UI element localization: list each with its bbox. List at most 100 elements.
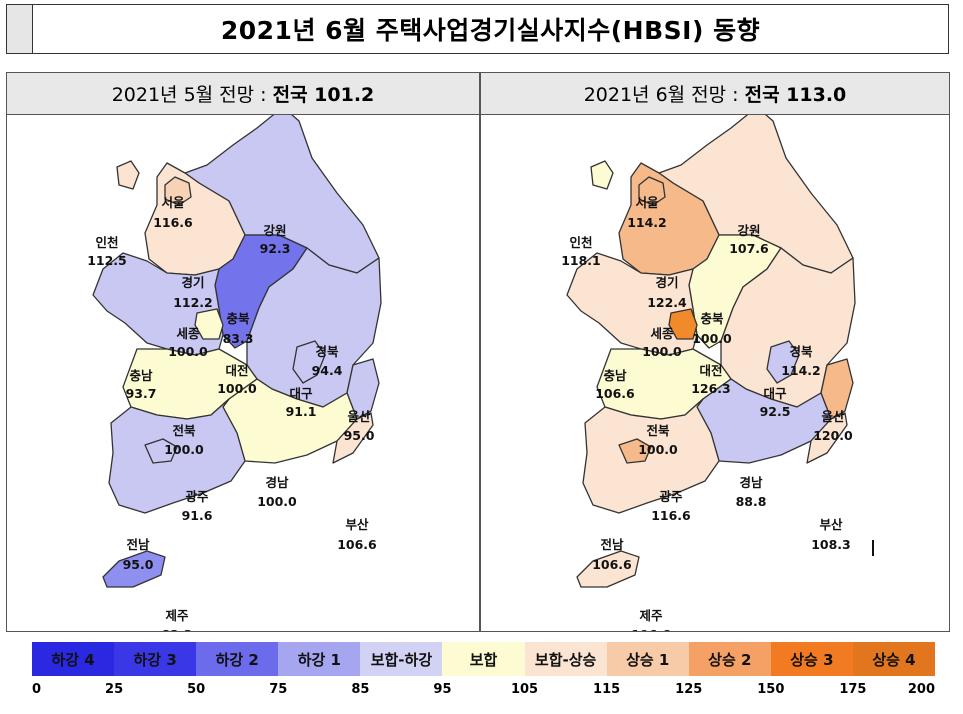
region-value-seoul: 114.2: [627, 215, 667, 230]
region-name-incheon: 인천: [569, 235, 592, 250]
region-name-jeonnam: 전남: [126, 537, 150, 552]
region-daegu[interactable]: [292, 340, 326, 384]
region-busan[interactable]: [332, 412, 374, 464]
region-name-daegu: 대구: [763, 386, 787, 401]
legend-cell: 보합-상승: [524, 642, 607, 676]
panel-header-national: 전국 113.0: [744, 84, 847, 106]
region-daegu[interactable]: [766, 340, 800, 384]
legend-cell: 상승 1: [606, 642, 689, 676]
panel-header-national: 전국 101.2: [272, 84, 375, 106]
region-value-gyeonggi: 112.2: [173, 295, 213, 310]
region-value-jeju: 106.6: [631, 627, 671, 631]
map-panel-may: 2021년 5월 전망 : 전국 101.2 서울 116.6 인천 112.5 경기 1…: [6, 72, 480, 632]
legend-cell: 하강 4: [32, 642, 115, 676]
region-jeju[interactable]: [102, 550, 166, 588]
text-cursor: [872, 540, 874, 556]
region-value-gwangju: 116.6: [651, 508, 691, 523]
legend-tick: 115: [593, 682, 621, 697]
panel-header-prefix: 2021년 6월 전망 :: [583, 84, 739, 106]
region-gwangju[interactable]: [144, 438, 178, 464]
map-june: 서울 114.2 인천 118.1 경기 122.4 강원 107.6 충북 100.0 세종 100…: [561, 115, 856, 631]
region-name-daejeon: 대전: [699, 363, 722, 378]
region-value-chungnam: 106.6: [595, 386, 635, 401]
region-value-ulsan: 95.0: [344, 428, 375, 443]
region-chungnam[interactable]: [92, 252, 224, 356]
region-name-chungbuk: 충북: [700, 311, 724, 326]
region-value-jeonbuk: 100.0: [638, 442, 678, 457]
legend-cell: 하강 1: [278, 642, 361, 676]
legend-tick: 85: [351, 682, 370, 697]
region-name-busan: 부산: [819, 517, 843, 532]
region-name-gangwon: 강원: [737, 223, 760, 238]
legend-tick: 0: [32, 682, 42, 697]
region-name-gangwon: 강원: [263, 223, 286, 238]
region-name-gyeongbuk: 경북: [789, 344, 813, 359]
region-value-gyeonggi: 122.4: [647, 295, 687, 310]
region-name-gyeongnam: 경남: [739, 475, 763, 490]
region-chungnam[interactable]: [566, 252, 698, 356]
legend-tick: 125: [675, 682, 703, 697]
legend-tick: 150: [757, 682, 785, 697]
region-jeonnam[interactable]: [582, 398, 720, 514]
region-name-gwangju: 광주: [185, 489, 209, 504]
region-value-jeonnam: 106.6: [592, 557, 632, 572]
region-value-gangwon: 107.6: [729, 241, 769, 256]
region-name-jeju: 제주: [165, 608, 189, 623]
legend-cell: 하강 2: [196, 642, 279, 676]
region-seoul[interactable]: [164, 176, 192, 206]
region-name-chungnam: 충남: [129, 368, 153, 383]
region-value-daejeon: 100.0: [217, 381, 257, 396]
region-value-ulsan: 120.0: [813, 428, 853, 443]
map-may: 서울 116.6 인천 112.5 경기 112.2 강원 92.3 충북 83.3 세종 100.0…: [87, 115, 382, 631]
region-seoul[interactable]: [638, 176, 666, 206]
legend-cell: 상승 3: [770, 642, 853, 676]
legend-tick: 25: [105, 682, 124, 697]
region-daejeon[interactable]: [668, 308, 698, 340]
region-gwangju[interactable]: [618, 438, 652, 464]
legend: 하강 4 하강 3 하강 2 하강 1 보합-하강 보합 보합-상승 상승 1 상승 2 상승 3…: [32, 642, 936, 676]
region-name-sejong: 세종: [176, 326, 200, 341]
legend-cell: 보합-하강: [360, 642, 443, 676]
region-value-jeju: 82.3: [162, 627, 193, 631]
region-name-jeonbuk: 전북: [172, 423, 196, 438]
region-name-gyeonggi: 경기: [655, 275, 678, 290]
region-name-daejeon: 대전: [225, 363, 248, 378]
region-name-gyeongnam: 경남: [265, 475, 289, 490]
region-name-chungnam: 충남: [603, 368, 627, 383]
region-value-daegu: 91.1: [286, 404, 317, 419]
legend-tick: 75: [269, 682, 288, 697]
region-incheon[interactable]: [116, 160, 140, 190]
region-daejeon[interactable]: [194, 308, 224, 340]
region-jeonnam[interactable]: [108, 398, 246, 514]
legend-tick: 105: [510, 682, 539, 697]
legend-cell: 상승 4: [852, 642, 936, 676]
region-value-seoul: 116.6: [153, 215, 193, 230]
legend-cell: 상승 2: [688, 642, 771, 676]
legend-ticks: 0 25 50 75 85 95 105 115 125 150 175 200: [32, 682, 935, 702]
region-name-incheon: 인천: [95, 235, 118, 250]
map-regions: 서울 114.2 인천 118.1 경기 122.4 강원 107.6 충북 100.0 세종 100…: [561, 115, 856, 631]
title-bar: 2021년 6월 주택사업경기실사지수(HBSI) 동향: [6, 4, 949, 54]
region-value-incheon: 118.1: [561, 253, 601, 268]
region-name-gyeongbuk: 경북: [315, 344, 339, 359]
region-name-daegu: 대구: [289, 386, 313, 401]
region-value-chungbuk: 100.0: [692, 331, 732, 346]
region-value-chungnam: 93.7: [126, 386, 157, 401]
map-panel-june: 2021년 6월 전망 : 전국 113.0 서울 114.2 인천 118.1 경기 1…: [480, 72, 950, 632]
region-jeju[interactable]: [576, 550, 640, 588]
region-value-gyeongbuk: 94.4: [312, 363, 343, 378]
region-value-busan: 108.3: [811, 537, 851, 552]
region-value-sejong: 100.0: [168, 344, 208, 359]
region-name-jeonbuk: 전북: [646, 423, 670, 438]
panel-header-may: 2021년 5월 전망 : 전국 101.2: [7, 73, 479, 115]
region-busan[interactable]: [806, 412, 848, 464]
legend-tick: 200: [907, 682, 935, 697]
region-name-ulsan: 울산: [347, 409, 371, 424]
region-value-jeonbuk: 100.0: [164, 442, 204, 457]
region-value-jeonnam: 95.0: [123, 557, 154, 572]
region-value-incheon: 112.5: [87, 253, 127, 268]
region-name-chungbuk: 충북: [226, 311, 250, 326]
region-incheon[interactable]: [590, 160, 614, 190]
region-value-gwangju: 91.6: [182, 508, 213, 523]
region-name-busan: 부산: [345, 517, 369, 532]
